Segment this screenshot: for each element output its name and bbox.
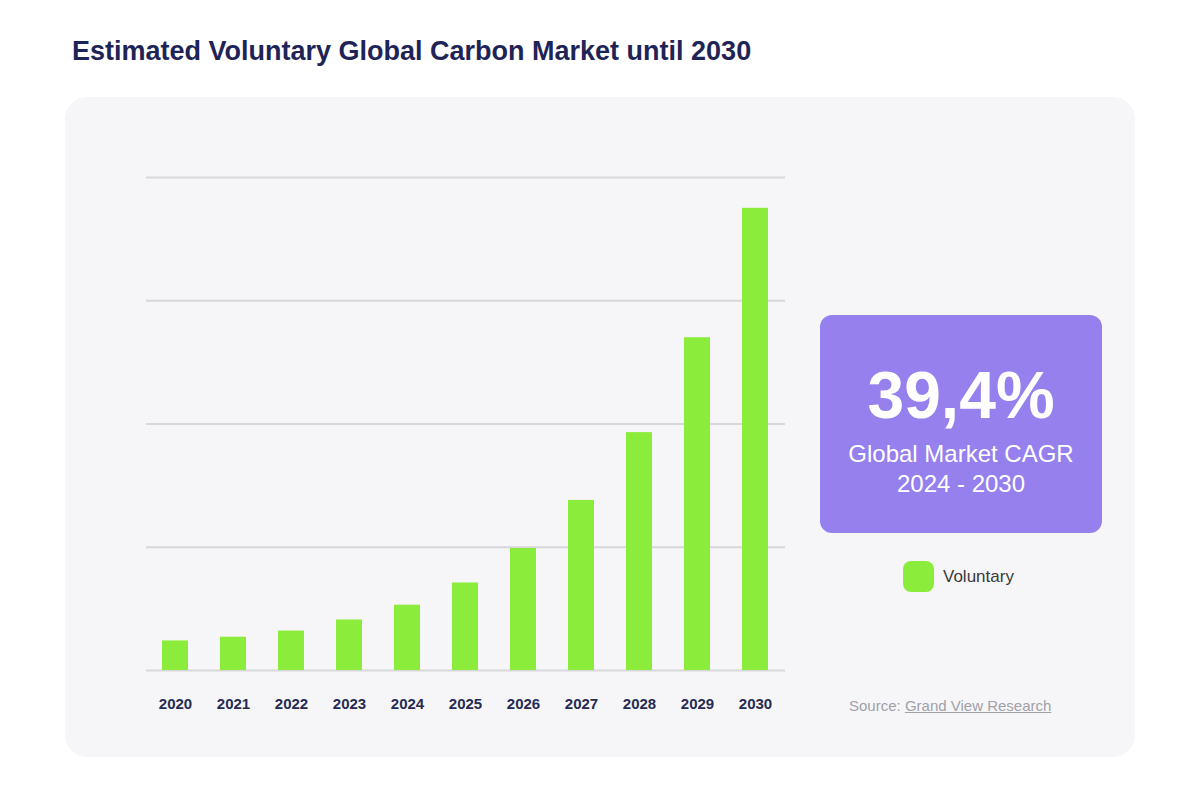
svg-text:2028: 2028	[623, 695, 656, 712]
svg-text:2029: 2029	[681, 695, 714, 712]
svg-text:2026: 2026	[507, 695, 540, 712]
html-text:Voluntary: Voluntary	[943, 566, 1014, 586]
svg-text:2030: 2030	[739, 695, 772, 712]
html-text:Estimated Voluntary Global Car: Estimated Voluntary Global Carbon Market…	[72, 36, 752, 66]
html-text:39,4%: 39,4%	[867, 358, 1055, 432]
html-text:2024 - 2030: 2024 - 2030	[896, 470, 1025, 497]
svg-text:2023: 2023	[333, 695, 366, 712]
svg-text:2021: 2021	[217, 695, 250, 712]
html-text:Global Market CAGR: Global Market CAGR	[848, 440, 1074, 467]
svg-text:2020: 2020	[159, 695, 192, 712]
svg-text:2027: 2027	[565, 695, 598, 712]
svg-text:2024: 2024	[391, 695, 425, 712]
svg-text:2022: 2022	[275, 695, 308, 712]
svg-text:2025: 2025	[449, 695, 482, 712]
html-text:Source: Grand View Research: Source: Grand View Research	[849, 697, 1052, 714]
